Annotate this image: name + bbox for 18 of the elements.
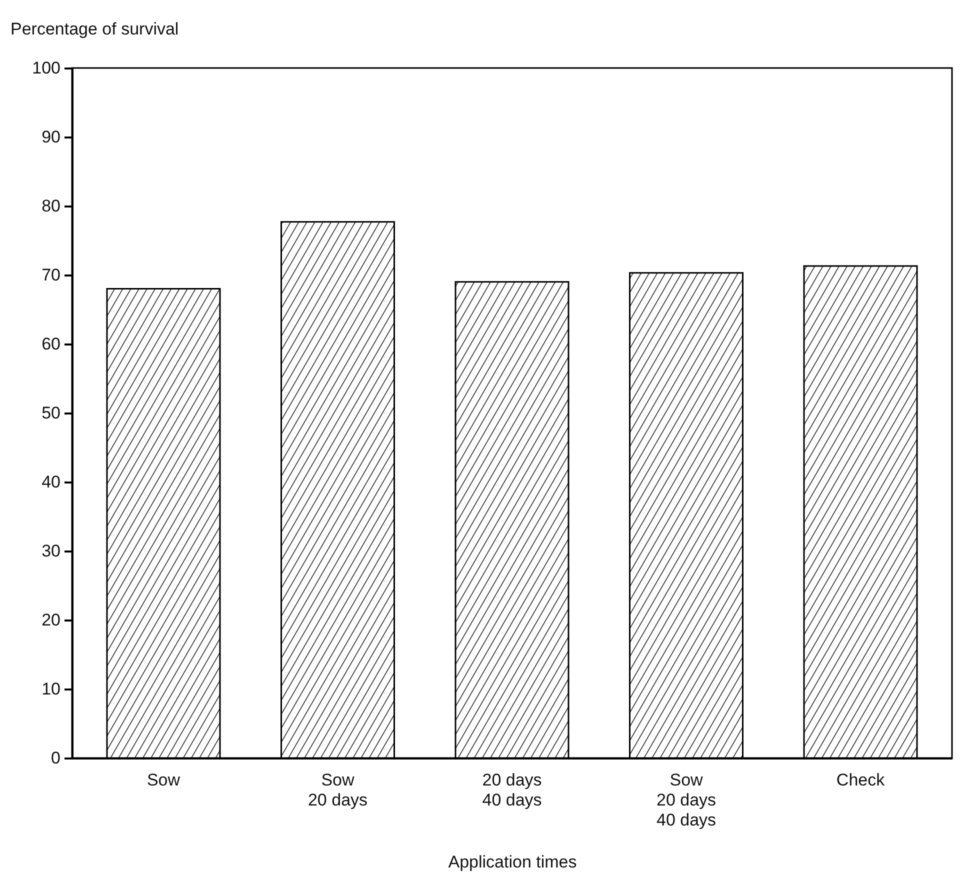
x-tick-label: Sow 20 days 40 days <box>656 770 716 830</box>
y-tick-label: 100 <box>32 58 60 78</box>
y-tick-label: 90 <box>42 128 60 146</box>
y-axis-title: Percentage of survival <box>10 20 179 38</box>
x-tick-label: Check <box>836 770 886 790</box>
x-tick-label: Sow <box>146 770 181 790</box>
x-tick-label: 20 days 40 days <box>482 770 542 810</box>
y-tick-label: 70 <box>42 266 60 284</box>
y-tick-label: 0 <box>51 748 60 768</box>
x-axis-title: Application times <box>448 852 577 872</box>
x-tick-label: Sow 20 days <box>308 770 368 810</box>
y-tick-label: 80 <box>42 196 60 216</box>
y-tick-label: 10 <box>42 680 60 698</box>
y-tick-label: 30 <box>42 542 60 560</box>
y-tick-label: 40 <box>42 472 60 492</box>
y-tick-label: 60 <box>42 334 60 354</box>
y-tick-label: 50 <box>42 404 60 422</box>
y-tick-label: 20 <box>42 610 60 630</box>
